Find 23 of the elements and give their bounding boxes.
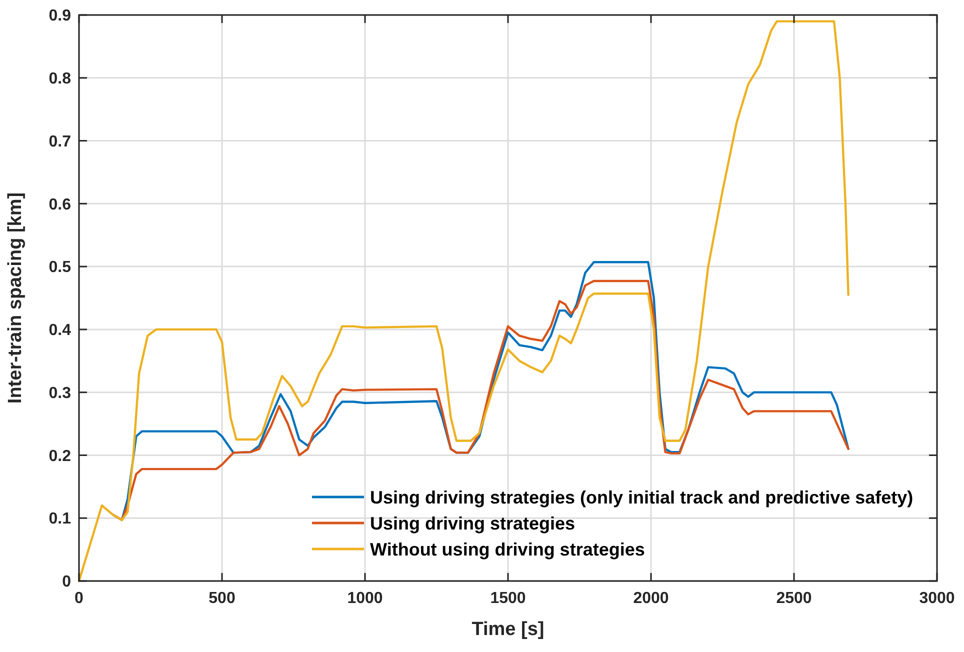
- x-tick-label: 0: [74, 590, 84, 607]
- y-tick-label: 0.3: [48, 384, 72, 402]
- y-tick-label: 0: [62, 574, 72, 591]
- y-axis-title: Inter-train spacing [km]: [5, 192, 26, 404]
- x-tick-label: 1500: [490, 590, 526, 607]
- legend-label: Using driving strategies: [370, 513, 576, 534]
- y-tick-label: 0.1: [48, 510, 72, 528]
- y-tick-label: 0.9: [48, 8, 72, 25]
- y-tick-label: 0.7: [48, 133, 72, 150]
- x-tick-label: 500: [208, 590, 236, 607]
- x-axis-title: Time [s]: [472, 619, 544, 640]
- y-tick-label: 0.4: [48, 322, 72, 340]
- legend-label: Using driving strategies (only initial track and predictive safety): [370, 487, 914, 508]
- line-series: [78, 20, 850, 582]
- y-tick-label: 0.8: [48, 70, 72, 88]
- x-tick-label: 1000: [347, 590, 383, 607]
- y-tick-label: 0.5: [48, 259, 72, 276]
- y-tick-label: 0.2: [48, 448, 72, 465]
- x-tick-label: 3000: [919, 590, 955, 607]
- x-tick-label: 2000: [633, 590, 669, 607]
- x-tick-label: 2500: [776, 590, 812, 607]
- legend-label: Without using driving strategies: [370, 539, 645, 560]
- y-tick-label: 0.6: [48, 196, 72, 214]
